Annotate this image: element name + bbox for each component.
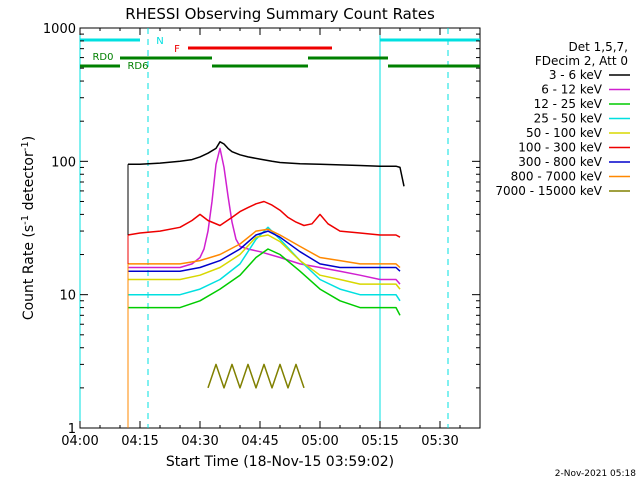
- flag-label-f: F: [174, 44, 180, 55]
- x-ticks: 04:00 04:15 04:30 04:45 05:00 05:15 05:30: [61, 28, 481, 449]
- legend-label-3: 25 - 50 keV: [534, 112, 603, 126]
- series-line-0: [128, 141, 405, 187]
- y-tick-label-0: 1: [68, 422, 76, 437]
- y-ticks: 1 10 100 1000: [43, 22, 480, 437]
- flag-label-n: N: [156, 36, 163, 47]
- x-tick-label-4: 05:00: [301, 434, 338, 449]
- series-line-2: [128, 248, 401, 316]
- x-tick-label-1: 04:15: [121, 434, 158, 449]
- series-line-3: [128, 226, 401, 302]
- y-axis-label: Count Rate (s-1 detector-1): [20, 136, 37, 320]
- series-line-1: [128, 147, 401, 285]
- y-axis-label-sup2: -1: [20, 141, 31, 151]
- legend-label-0: 3 - 6 keV: [549, 68, 603, 82]
- y-axis-label-main: Count Rate (s: [21, 225, 37, 320]
- legend-label-7: 800 - 7000 keV: [511, 170, 603, 184]
- flag-bars: NF RD0 RD6: [80, 36, 480, 72]
- plot-frame: [79, 27, 481, 429]
- series-line-6: [128, 230, 401, 272]
- legend-label-6: 300 - 800 keV: [518, 155, 602, 169]
- footer-timestamp: 2-Nov-2021 05:18: [555, 469, 637, 479]
- orbit-lines: [79, 28, 449, 428]
- series-line-8: [207, 363, 305, 389]
- legend-header-2: FDecim 2, Att 0: [535, 54, 628, 68]
- flag-label-rd0: RD0: [92, 52, 113, 63]
- flag-label-rd6: RD6: [127, 61, 148, 72]
- legend-label-4: 50 - 100 keV: [526, 126, 603, 140]
- series-line-7: [128, 228, 401, 269]
- chart-title: RHESSI Observing Summary Count Rates: [125, 5, 435, 23]
- series-line-4: [128, 234, 401, 290]
- x-tick-label-5: 05:15: [361, 434, 398, 449]
- x-axis-label: Start Time (18-Nov-15 03:59:02): [166, 454, 394, 470]
- y-tick-label-3: 1000: [43, 22, 76, 37]
- x-tick-label-6: 05:30: [421, 434, 458, 449]
- legend-label-8: 7000 - 15000 keV: [495, 184, 602, 198]
- legend-header-1: Det 1,5,7,: [569, 40, 629, 54]
- y-tick-label-1: 10: [59, 289, 76, 304]
- y-axis-label-mid: detector: [21, 151, 37, 215]
- legend-label-1: 6 - 12 keV: [541, 83, 603, 97]
- y-axis-label-sup1: -1: [20, 215, 31, 225]
- y-axis-label-end: ): [21, 136, 37, 141]
- legend-label-5: 100 - 300 keV: [518, 141, 602, 155]
- x-tick-label-0: 04:00: [61, 434, 98, 449]
- series-lines: [127, 141, 405, 428]
- x-tick-label-2: 04:30: [181, 434, 218, 449]
- legend-label-2: 12 - 25 keV: [534, 97, 603, 111]
- y-tick-label-2: 100: [51, 155, 76, 170]
- series-line-5: [127, 200, 401, 238]
- x-tick-label-3: 04:45: [241, 434, 278, 449]
